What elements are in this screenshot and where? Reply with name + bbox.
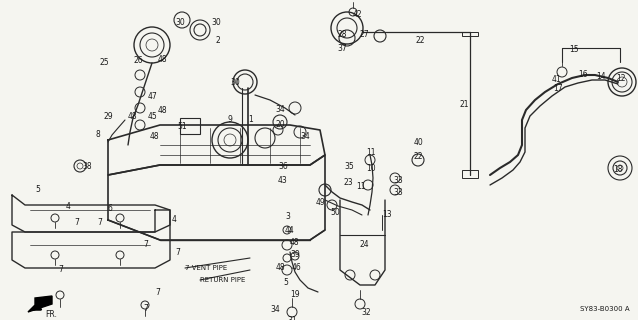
- Bar: [180, 118, 200, 134]
- Text: 48: 48: [128, 112, 138, 121]
- Bar: [462, 32, 478, 36]
- Text: 21: 21: [460, 100, 470, 109]
- Text: 49: 49: [316, 198, 326, 207]
- Text: 44: 44: [285, 226, 295, 235]
- Text: 48: 48: [158, 106, 168, 115]
- Text: 32: 32: [361, 308, 371, 317]
- Text: 12: 12: [616, 74, 625, 83]
- Text: 8: 8: [95, 130, 100, 139]
- Text: 4: 4: [172, 215, 177, 224]
- Text: RETURN PIPE: RETURN PIPE: [200, 277, 246, 283]
- Text: 31: 31: [287, 316, 297, 320]
- Text: 45: 45: [148, 112, 158, 121]
- Text: SY83-B0300 A: SY83-B0300 A: [581, 306, 630, 312]
- Text: 29: 29: [103, 112, 113, 121]
- Text: 7: 7: [175, 248, 180, 257]
- Text: 47: 47: [148, 92, 158, 101]
- Text: 2: 2: [216, 36, 221, 45]
- Text: 42: 42: [353, 10, 362, 19]
- Text: 7: 7: [58, 265, 63, 274]
- Text: 25: 25: [100, 58, 110, 67]
- Text: 19: 19: [290, 290, 300, 299]
- Text: 37: 37: [337, 44, 346, 53]
- Text: 50: 50: [330, 208, 340, 217]
- Text: 30: 30: [211, 18, 221, 27]
- Text: 48: 48: [158, 55, 168, 64]
- Text: 36: 36: [278, 162, 288, 171]
- Text: 41: 41: [552, 75, 561, 84]
- Text: 3: 3: [285, 212, 290, 221]
- Text: 33: 33: [393, 188, 403, 197]
- Text: 7 VENT PIPE: 7 VENT PIPE: [185, 265, 227, 271]
- Text: 24: 24: [360, 240, 369, 249]
- Text: 30: 30: [230, 78, 240, 87]
- Text: 13: 13: [382, 210, 392, 219]
- Text: 38: 38: [82, 162, 92, 171]
- Text: 11: 11: [356, 182, 366, 191]
- Text: 7: 7: [143, 304, 148, 313]
- Text: 7: 7: [155, 288, 160, 297]
- Text: 7: 7: [97, 218, 102, 227]
- Text: 30: 30: [175, 18, 185, 27]
- Text: 28: 28: [337, 30, 346, 39]
- Text: 16: 16: [578, 70, 588, 79]
- Text: 1: 1: [248, 115, 253, 124]
- Text: 51: 51: [177, 122, 187, 131]
- Text: 5: 5: [283, 278, 288, 287]
- Text: 20: 20: [275, 120, 285, 129]
- Text: 17: 17: [553, 84, 563, 93]
- Bar: [462, 170, 478, 178]
- Text: 33: 33: [393, 176, 403, 185]
- Text: 34: 34: [270, 305, 279, 314]
- Text: 4: 4: [66, 202, 71, 211]
- Text: 48: 48: [290, 238, 300, 247]
- Text: 22: 22: [414, 152, 424, 161]
- Text: 35: 35: [344, 162, 353, 171]
- Text: 10: 10: [366, 164, 376, 173]
- Text: 5: 5: [35, 185, 40, 194]
- Text: 34: 34: [275, 105, 285, 114]
- Text: 18: 18: [613, 165, 623, 174]
- Text: 26: 26: [133, 56, 143, 65]
- Text: FR.: FR.: [45, 310, 57, 319]
- Text: 39: 39: [290, 250, 300, 259]
- Text: 27: 27: [360, 30, 369, 39]
- Text: 48: 48: [276, 263, 286, 272]
- Text: 43: 43: [278, 176, 288, 185]
- Text: 7: 7: [74, 218, 79, 227]
- Text: 40: 40: [414, 138, 424, 147]
- Text: 23: 23: [344, 178, 353, 187]
- Text: 9: 9: [228, 115, 233, 124]
- Text: 14: 14: [596, 72, 605, 81]
- Text: 15: 15: [569, 45, 579, 54]
- Text: 48: 48: [150, 132, 160, 141]
- Text: 11: 11: [366, 148, 376, 157]
- Text: 46: 46: [292, 263, 302, 272]
- Text: 34: 34: [300, 132, 310, 141]
- Text: 7: 7: [143, 240, 148, 249]
- Text: 22: 22: [415, 36, 424, 45]
- Text: 6: 6: [107, 204, 112, 213]
- Polygon shape: [28, 296, 52, 312]
